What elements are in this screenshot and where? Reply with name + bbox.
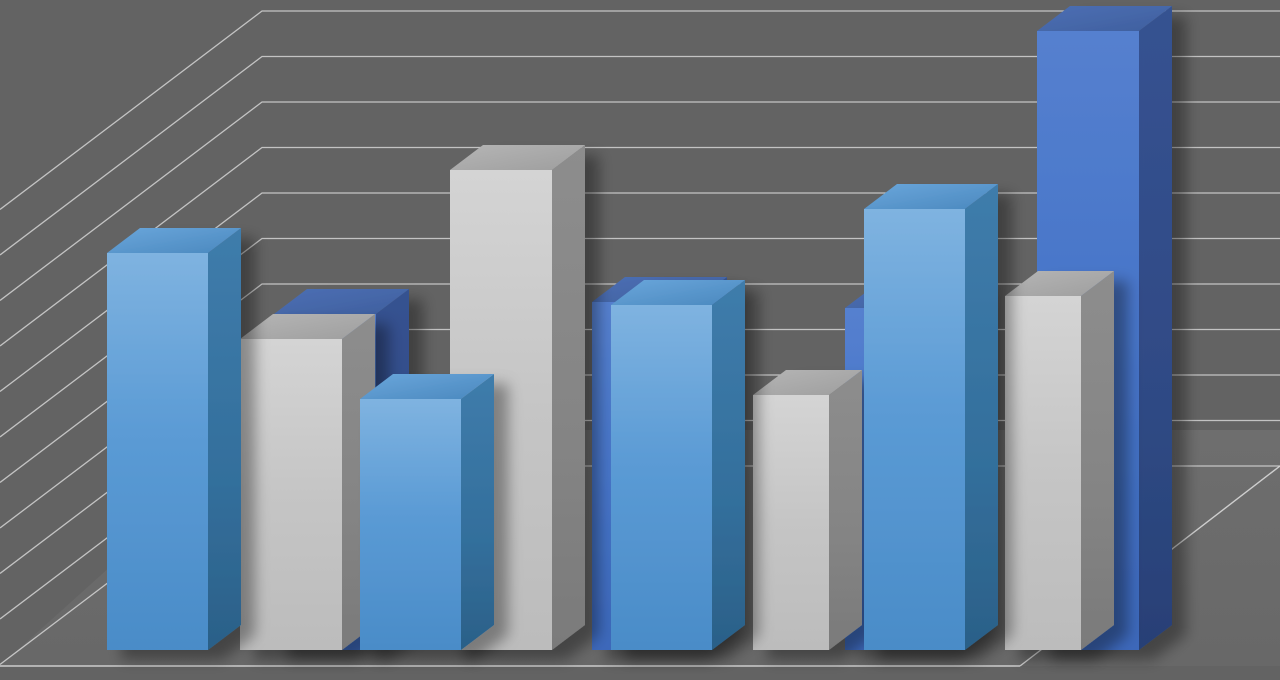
bar-side-face [712,280,745,650]
gridline [0,10,1280,211]
bar-side-face [461,374,494,650]
bar-top-face [450,145,585,170]
bar-top-face [360,374,494,399]
bar-c3-s1[interactable] [611,280,745,650]
bar-top-face [1005,271,1114,296]
bars-layer [107,6,1172,650]
bar-top-face [611,280,745,305]
bar-c4-s2[interactable] [1005,271,1114,650]
bar-front-face [240,339,342,650]
bar-front-face [753,395,829,650]
bar-side-face [1139,6,1172,650]
bar-front-face [611,305,712,650]
bar-front-face [107,253,208,650]
gridline [0,55,1280,256]
bar-side-face [208,228,241,650]
bar-c4-s1[interactable] [864,184,998,650]
bar-front-face [1005,296,1081,650]
gridline [0,101,1280,302]
bar-front-face [864,209,965,650]
bar-top-face [753,370,862,395]
bar-side-face [829,370,862,650]
bar-c1-s1[interactable] [107,228,241,650]
bar-side-face [965,184,998,650]
gridline [0,146,1280,347]
bar-top-face [864,184,998,209]
bar-top-face [274,289,409,314]
bar-c1-s2[interactable] [240,314,375,650]
bar-side-face [1081,271,1114,650]
bar-side-face [552,145,585,650]
bar-top-face [1037,6,1172,31]
bar-top-face [107,228,241,253]
bar-c2-s1[interactable] [360,374,494,650]
bar-c3-s2[interactable] [753,370,862,650]
bar-top-face [240,314,375,339]
bar-front-face [360,399,461,650]
